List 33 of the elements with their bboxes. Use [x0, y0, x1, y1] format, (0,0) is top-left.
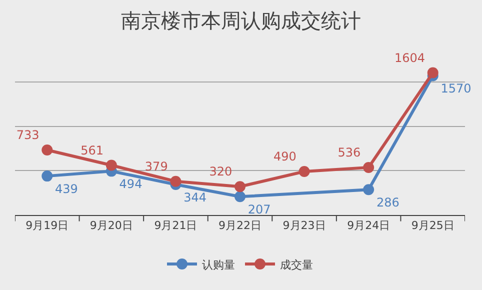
point	[298, 166, 310, 178]
x-tick-label: 9月22日	[218, 219, 262, 232]
data-label: 536	[338, 146, 361, 160]
point	[42, 144, 53, 156]
point	[170, 176, 182, 187]
data-label: 494	[119, 177, 142, 192]
point	[42, 170, 53, 182]
data-label: 379	[144, 160, 168, 174]
data-label: 344	[184, 190, 206, 204]
data-label: 490	[274, 150, 296, 164]
point	[427, 67, 438, 78]
legend-label: 认购量	[202, 258, 235, 272]
x-tick-label: 9月23日	[282, 219, 326, 232]
x-tick-label: 9月20日	[90, 219, 133, 232]
point	[234, 191, 246, 202]
point	[363, 184, 374, 196]
x-tick-label: 9月21日	[154, 219, 198, 232]
data-label: 561	[80, 143, 104, 158]
x-tick-label: 9月25日	[411, 219, 454, 232]
legend-label: 成交量	[280, 258, 313, 272]
x-tick-label: 9月24日	[347, 219, 390, 232]
data-label: 286	[376, 196, 400, 210]
point	[363, 162, 374, 173]
point	[106, 160, 117, 171]
point	[234, 181, 246, 192]
data-label: 207	[248, 202, 271, 217]
data-label: 1604	[394, 50, 425, 65]
x-tick-label: 9月19日	[26, 219, 69, 232]
data-label: 1570	[440, 82, 472, 96]
data-label: 439	[55, 182, 78, 196]
chart-title: 南京楼市本周认购成交统计	[121, 8, 361, 32]
data-label: 733	[16, 128, 40, 142]
data-label: 320	[209, 164, 232, 179]
